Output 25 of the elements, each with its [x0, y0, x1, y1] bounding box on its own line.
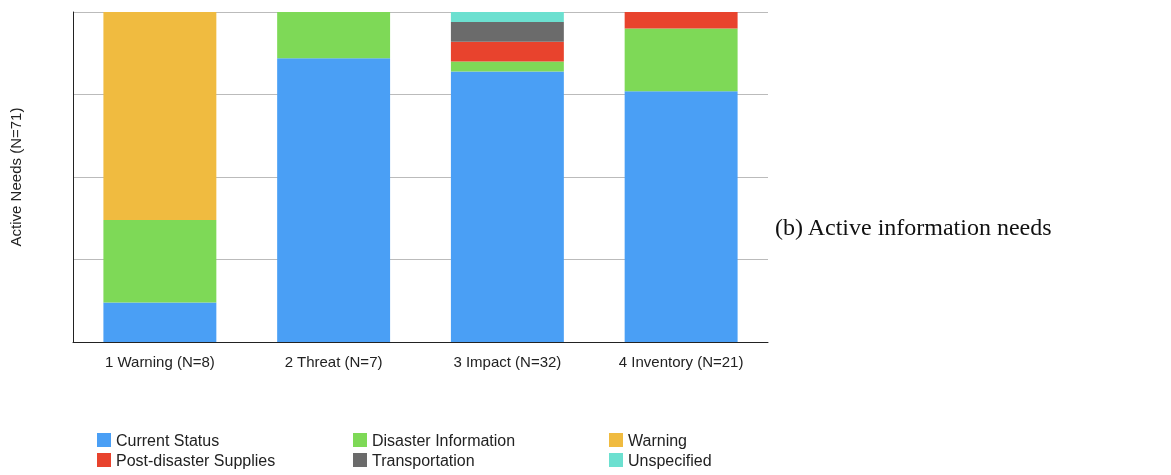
legend-label: Disaster Information [372, 431, 516, 449]
bar [103, 219, 217, 303]
legend-label: Warning [628, 431, 687, 449]
x-tick-label: 1 Warning (N=8) [104, 353, 215, 370]
y-axis-title: Active Needs (N=71) [7, 107, 24, 247]
bar [277, 12, 391, 59]
bar [103, 302, 217, 342]
text: (b) Active information needs [775, 214, 1052, 240]
x-tick-label: 3 Impact (N=32) [453, 353, 562, 370]
bar [450, 71, 564, 342]
legend-label: Unspecified [628, 451, 712, 469]
legend-label: Transportation [372, 451, 475, 469]
x-tick-label: 2 Threat (N=7) [284, 353, 383, 370]
x-tick-label: 4 Inventory (N=21) [618, 353, 744, 370]
bar [450, 21, 564, 42]
bar [450, 41, 564, 62]
bar [624, 28, 738, 92]
bar [450, 12, 564, 22]
bar [277, 58, 391, 342]
bar [103, 12, 217, 220]
bar [624, 12, 738, 29]
bar [450, 61, 564, 72]
legend-label: Post-disaster Supplies [116, 451, 276, 469]
bar [624, 91, 738, 342]
legend-label: Current Status [116, 431, 220, 449]
